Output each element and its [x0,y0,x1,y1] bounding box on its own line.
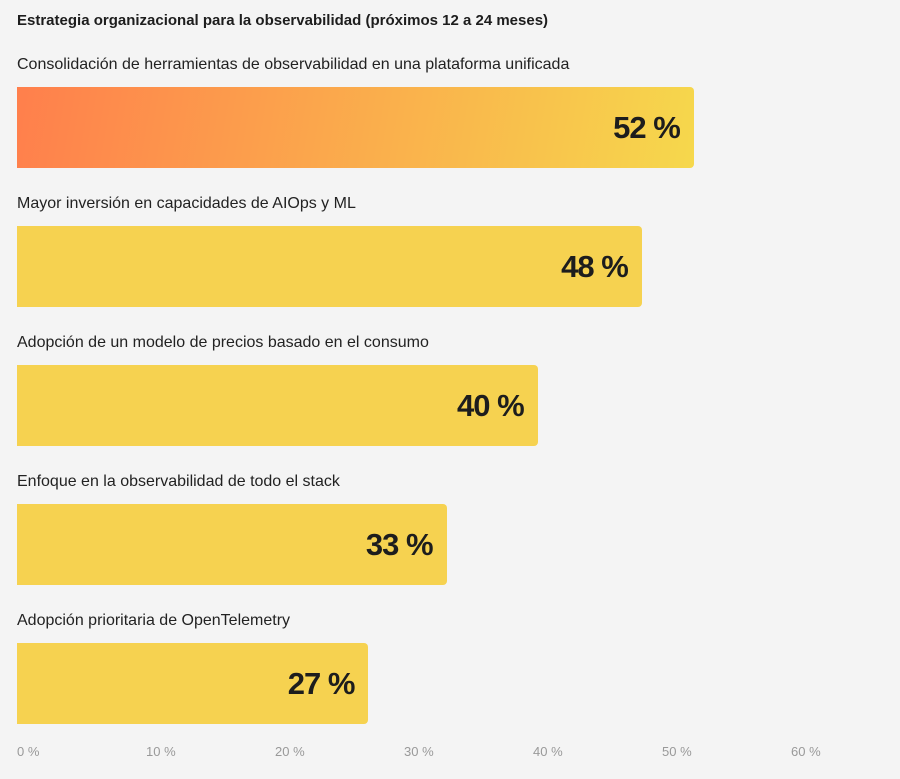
bar: 48 % [17,226,642,307]
bar: 27 % [17,643,369,724]
chart-title: Estrategia organizacional para la observ… [17,12,549,29]
data-label: 48 % [561,248,629,284]
data-label: 27 % [287,665,356,701]
x-tick-label: 10 % [146,744,176,759]
data-label: 40 % [456,387,525,423]
category-label: Consolidación de herramientas de observa… [17,56,570,73]
x-tick-label: 60 % [791,744,821,759]
x-tick-label: 50 % [662,744,692,759]
category-label: Mayor inversión en capacidades de AIOps … [17,195,356,212]
data-label: 33 % [365,526,434,562]
bar: 33 % [17,504,447,585]
x-tick-label: 20 % [275,744,305,759]
x-tick-label: 0 % [17,744,40,759]
x-tick-label: 30 % [404,744,434,759]
category-label: Adopción prioritaria de OpenTelemetry [17,612,291,629]
data-label: 52 % [613,109,681,145]
category-label: Adopción de un modelo de precios basado … [17,334,429,351]
bar: 40 % [17,365,538,446]
category-label: Enfoque en la observabilidad de todo el … [17,473,340,490]
bar: 52 % [17,87,694,168]
x-tick-label: 40 % [533,744,563,759]
